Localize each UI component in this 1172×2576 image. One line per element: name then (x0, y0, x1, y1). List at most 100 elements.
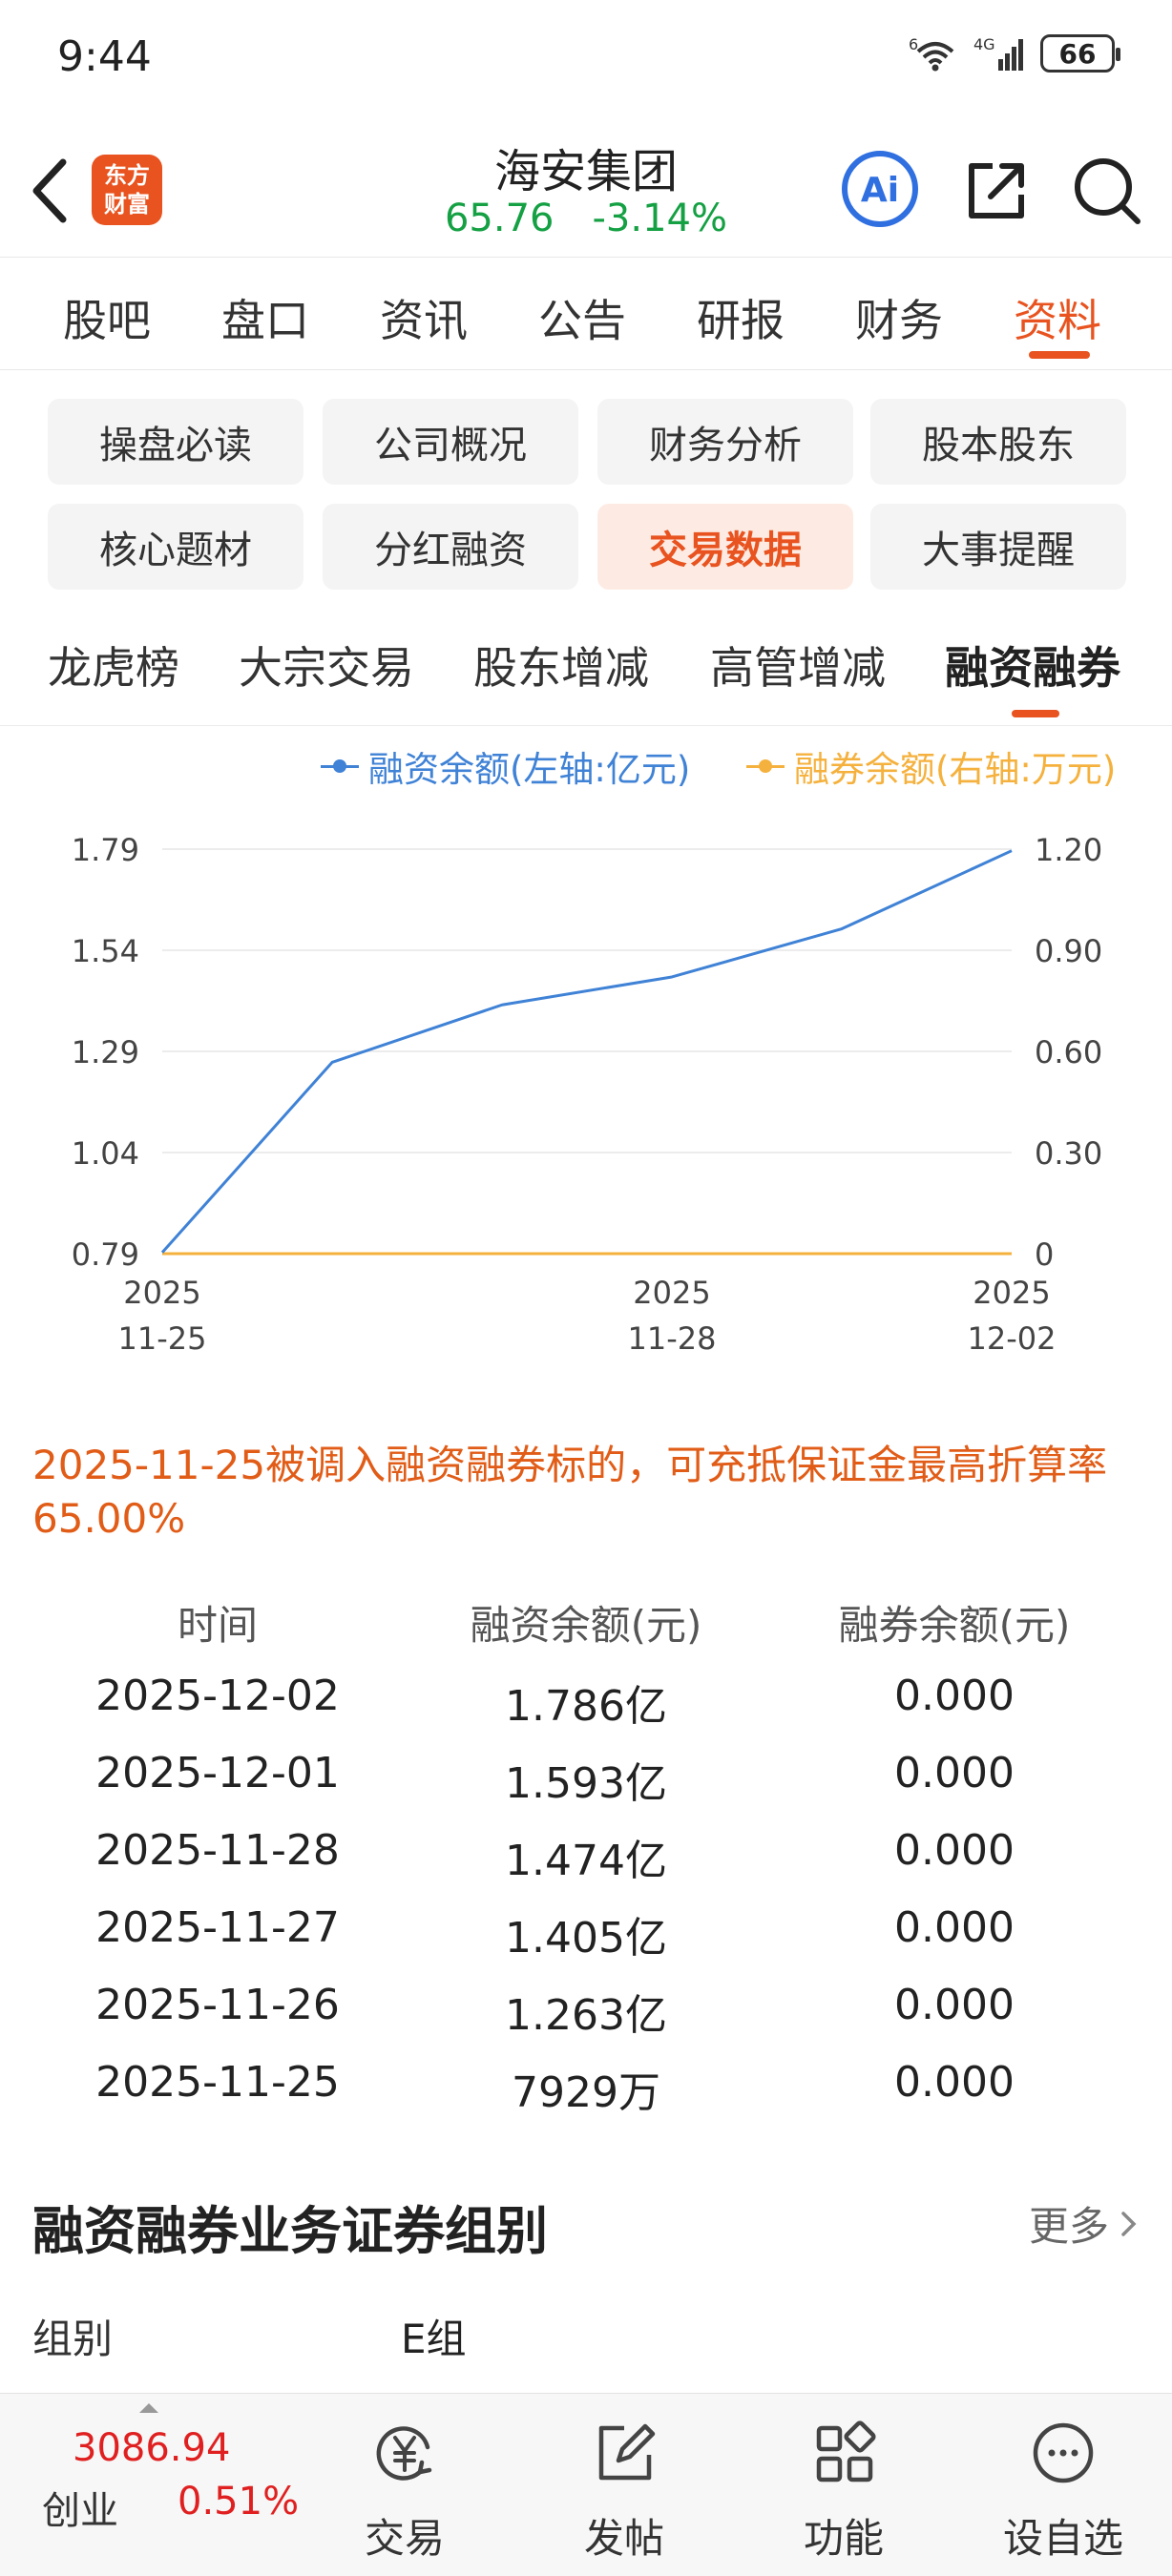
active-tab-indicator (1029, 351, 1090, 359)
apps-grid-icon (816, 2420, 876, 2483)
tab-news[interactable]: 资讯 (380, 295, 468, 346)
cell-financing: 1.474亿 (505, 1837, 667, 1885)
button-company-overview[interactable]: 公司概况 (323, 399, 578, 485)
subtab-margin-trading[interactable]: 融资融券 (945, 642, 1120, 694)
legend-financing-marker (321, 759, 359, 773)
group-label: 组别 (32, 2316, 114, 2362)
nav-post-label: 发帖 (583, 2515, 664, 2562)
y-left-tick-label: 0.79 (72, 1236, 139, 1273)
button-event-reminders[interactable]: 大事提醒 (870, 504, 1126, 590)
more-link[interactable]: 更多 (1029, 2194, 1140, 2253)
legend-financing-label: 融资余额(左轴:亿元) (368, 749, 691, 790)
cell-securities: 0.000 (894, 1672, 1015, 1720)
cell-securities: 0.000 (894, 1903, 1015, 1952)
cell-date: 2025-11-27 (95, 1903, 340, 1952)
legend-securities-marker (746, 759, 785, 773)
edit-icon (598, 2423, 656, 2481)
status-bar: 9:44 6 4G 66 (0, 0, 1172, 114)
search-icon[interactable] (1069, 153, 1145, 229)
subtab-shareholder-changes[interactable]: 股东增减 (473, 642, 649, 694)
cell-financing: 7929万 (512, 2068, 660, 2117)
table-row: 2025-12-02 1.786亿 0.000 (0, 1672, 1172, 1748)
table-row: 2025-12-01 1.593亿 0.000 (0, 1749, 1172, 1825)
y-right-tick-label: 0.30 (1035, 1135, 1102, 1172)
table-row: 2025-11-26 1.263亿 0.000 (0, 1981, 1172, 2057)
stock-price: 65.76 (444, 197, 555, 240)
cell-date: 2025-11-26 (95, 1981, 340, 2029)
chevron-right-icon (1121, 2211, 1137, 2236)
table-header-securities: 融券余额(元) (838, 1602, 1071, 1649)
index-name[interactable]: 创业 (42, 2489, 118, 2533)
tab-research[interactable]: 研报 (697, 295, 785, 346)
index-change[interactable]: 0.51% (178, 2480, 300, 2524)
button-trading-guide[interactable]: 操盘必读 (48, 399, 303, 485)
status-time: 9:44 (57, 32, 152, 81)
ai-assistant-icon[interactable]: Ai (840, 149, 920, 229)
cell-financing: 1.593亿 (505, 1759, 667, 1808)
tab-profile[interactable]: 资料 (1014, 295, 1101, 346)
button-financial-analysis[interactable]: 财务分析 (597, 399, 853, 485)
button-core-themes[interactable]: 核心题材 (48, 504, 303, 590)
nav-trade-label: 交易 (364, 2515, 445, 2562)
share-icon[interactable] (958, 153, 1035, 229)
button-trading-data[interactable]: 交易数据 (597, 504, 853, 590)
subtab-block-trades[interactable]: 大宗交易 (239, 642, 414, 694)
y-left-tick-label: 1.79 (72, 832, 139, 868)
bottom-bar: 3086.94 创业 0.51% 交易 发帖 功能 设 (0, 2393, 1172, 2576)
group-value: E组 (401, 2316, 467, 2362)
x-tick-date-label: 11-25 (118, 1320, 207, 1357)
back-arrow-icon[interactable] (23, 153, 80, 229)
trade-yen-icon (376, 2426, 432, 2481)
tab-guba[interactable]: 股吧 (63, 295, 151, 346)
svg-text:4G: 4G (973, 35, 995, 53)
margin-balance-chart: 1.79 1.201.54 0.901.29 0.601.04 0.300.79 0202… (72, 832, 1103, 1357)
table-row: 2025-11-27 1.405亿 0.000 (0, 1903, 1172, 1980)
subtab-dragon-tiger[interactable]: 龙虎榜 (48, 642, 179, 694)
tab-finance[interactable]: 财务 (855, 295, 943, 346)
nav-add-watchlist-label: 设自选 (1002, 2515, 1123, 2562)
active-subtab-indicator (1012, 710, 1059, 717)
securities-group-title: 融资融券业务证券组别 (32, 2201, 548, 2261)
cell-date: 2025-11-25 (95, 2058, 340, 2107)
svg-text:Ai: Ai (861, 171, 899, 210)
cell-securities: 0.000 (894, 1749, 1015, 1797)
legend-financing: 融资余额(左轴:亿元) (321, 740, 690, 792)
cell-financing: 1.786亿 (505, 1682, 667, 1731)
cell-financing: 1.263亿 (505, 1991, 667, 2040)
expand-caret-icon[interactable] (139, 2403, 158, 2413)
app-logo-text: 东方 财富 (104, 162, 150, 218)
cell-securities: 0.000 (894, 1826, 1015, 1875)
status-icons: 6 4G 66 (909, 34, 1120, 73)
table-row: 2025-11-28 1.474亿 0.000 (0, 1826, 1172, 1902)
stock-change: -3.14% (592, 197, 728, 240)
cell-securities: 0.000 (894, 1981, 1015, 2029)
nav-functions-label: 功能 (803, 2515, 884, 2562)
y-left-tick-label: 1.54 (72, 933, 139, 969)
index-value[interactable]: 3086.94 (73, 2426, 231, 2470)
x-tick-year-label: 2025 (123, 1275, 200, 1311)
cell-securities: 0.000 (894, 2058, 1015, 2107)
x-tick-date-label: 12-02 (968, 1320, 1057, 1357)
section-divider (0, 725, 1172, 726)
stock-name: 海安集团 (493, 145, 678, 198)
tab-announcements[interactable]: 公告 (538, 295, 626, 346)
legend-securities-label: 融券余额(右轴:万元) (794, 749, 1117, 790)
nav-post[interactable]: 发帖 (538, 2394, 710, 2576)
nav-trade[interactable]: 交易 (319, 2394, 491, 2576)
more-dots-icon (1033, 2422, 1094, 2483)
series-line-financing (160, 849, 1013, 1254)
button-dividends-financing[interactable]: 分红融资 (323, 504, 578, 590)
table-header-financing: 融资余额(元) (470, 1602, 702, 1649)
y-right-tick-label: 1.20 (1035, 832, 1102, 868)
subtab-executive-changes[interactable]: 高管增减 (710, 642, 886, 694)
y-left-tick-label: 1.29 (72, 1034, 139, 1070)
signal-icon: 4G (973, 35, 1023, 71)
nav-add-watchlist[interactable]: 设自选 (977, 2394, 1149, 2576)
table-header-date: 时间 (177, 1602, 258, 1649)
tab-pankou[interactable]: 盘口 (221, 295, 309, 346)
x-tick-year-label: 2025 (633, 1275, 710, 1311)
button-shareholders[interactable]: 股本股东 (870, 399, 1126, 485)
cell-date: 2025-12-01 (95, 1749, 340, 1797)
app-logo[interactable]: 东方 财富 (92, 155, 162, 225)
nav-functions[interactable]: 功能 (758, 2394, 930, 2576)
